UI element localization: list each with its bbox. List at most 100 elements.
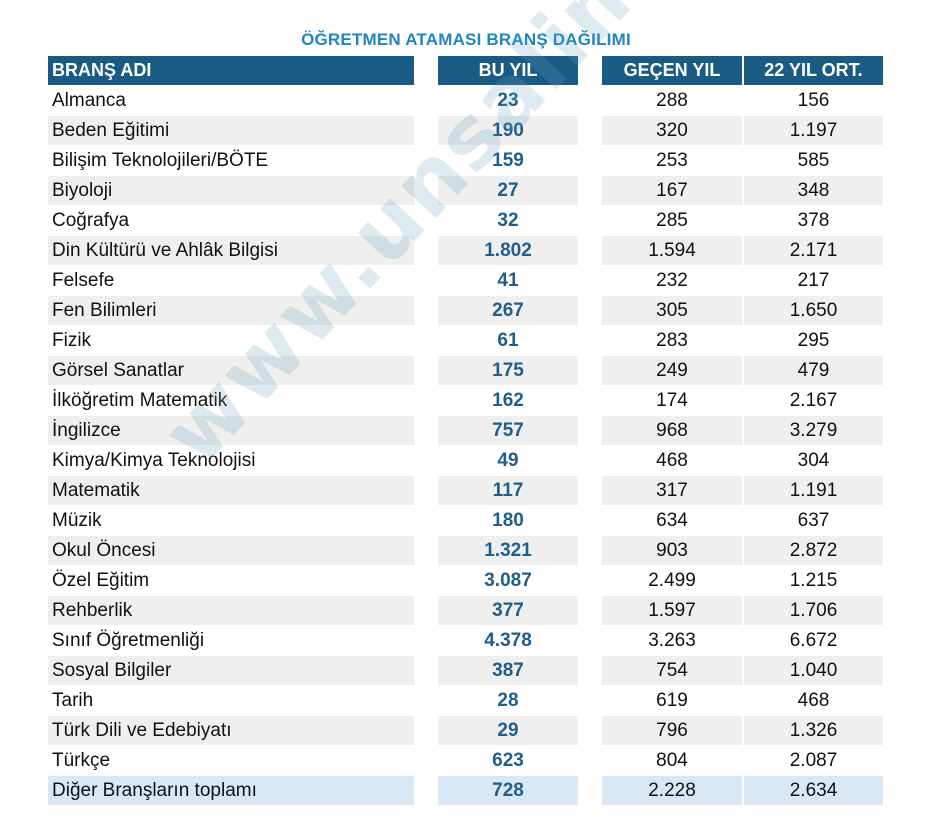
branch-name: Türkçe — [48, 746, 414, 775]
ortalama-value: 304 — [744, 446, 883, 475]
table-row: Matematik 117 317 1.191 — [48, 476, 883, 505]
bu-yil-value: 23 — [438, 86, 578, 115]
ortalama-value: 378 — [744, 206, 883, 235]
gecen-yil-value: 167 — [602, 176, 742, 205]
branch-name: Tarih — [48, 686, 414, 715]
branch-name: Beden Eğitimi — [48, 116, 414, 145]
branch-name: Rehberlik — [48, 596, 414, 625]
branch-name: Felsefe — [48, 266, 414, 295]
gecen-yil-value: 249 — [602, 356, 742, 385]
ortalama-value: 468 — [744, 686, 883, 715]
ortalama-value: 6.672 — [744, 626, 883, 655]
table-row: Sınıf Öğretmenliği 4.378 3.263 6.672 — [48, 626, 883, 655]
branch-name: Görsel Sanatlar — [48, 356, 414, 385]
gecen-yil-value: 2.499 — [602, 566, 742, 595]
table-row: Müzik 180 634 637 — [48, 506, 883, 535]
bu-yil-value: 4.378 — [438, 626, 578, 655]
ortalama-value: 2.167 — [744, 386, 883, 415]
branch-name: İngilizce — [48, 416, 414, 445]
branch-name: Almanca — [48, 86, 414, 115]
table-row: Özel Eğitim 3.087 2.499 1.215 — [48, 566, 883, 595]
table-row: İlköğretim Matematik 162 174 2.167 — [48, 386, 883, 415]
ortalama-value: 2.872 — [744, 536, 883, 565]
gecen-yil-value: 320 — [602, 116, 742, 145]
ortalama-value: 2.087 — [744, 746, 883, 775]
header-gecen-yil: GEÇEN YIL — [602, 56, 742, 85]
bu-yil-value: 162 — [438, 386, 578, 415]
bu-yil-value: 180 — [438, 506, 578, 535]
page-title: ÖĞRETMEN ATAMASI BRANŞ DAĞILIMI — [301, 30, 631, 49]
bu-yil-value: 623 — [438, 746, 578, 775]
bu-yil-value: 757 — [438, 416, 578, 445]
gecen-yil-value: 468 — [602, 446, 742, 475]
gecen-yil-value: 1.597 — [602, 596, 742, 625]
ortalama-value: 1.706 — [744, 596, 883, 625]
table-row: Türk Dili ve Edebiyatı 29 796 1.326 — [48, 716, 883, 745]
gecen-yil-value: 283 — [602, 326, 742, 355]
gecen-yil-value: 619 — [602, 686, 742, 715]
gecen-yil-value: 634 — [602, 506, 742, 535]
ortalama-value: 3.279 — [744, 416, 883, 445]
branch-name: Özel Eğitim — [48, 566, 414, 595]
bu-yil-value: 27 — [438, 176, 578, 205]
ortalama-value: 1.197 — [744, 116, 883, 145]
table-row: Bilişim Teknolojileri/BÖTE 159 253 585 — [48, 146, 883, 175]
table-row: Fen Bilimleri 267 305 1.650 — [48, 296, 883, 325]
bu-yil-value: 387 — [438, 656, 578, 685]
branch-name: Diğer Branşların toplamı — [48, 776, 414, 805]
header-brans-adi: BRANŞ ADI — [48, 56, 414, 85]
ortalama-value: 1.326 — [744, 716, 883, 745]
table-row: Görsel Sanatlar 175 249 479 — [48, 356, 883, 385]
bu-yil-value: 377 — [438, 596, 578, 625]
table-row: Diğer Branşların toplamı 728 2.228 2.634 — [48, 776, 883, 805]
table-row: Kimya/Kimya Teknolojisi 49 468 304 — [48, 446, 883, 475]
table-row: Rehberlik 377 1.597 1.706 — [48, 596, 883, 625]
branch-name: Müzik — [48, 506, 414, 535]
ortalama-value: 2.171 — [744, 236, 883, 265]
branch-name: Türk Dili ve Edebiyatı — [48, 716, 414, 745]
bu-yil-value: 117 — [438, 476, 578, 505]
branch-name: Bilişim Teknolojileri/BÖTE — [48, 146, 414, 175]
bu-yil-value: 159 — [438, 146, 578, 175]
table-header-row: BRANŞ ADI BU YIL GEÇEN YIL 22 YIL ORT. — [48, 56, 883, 85]
gecen-yil-value: 253 — [602, 146, 742, 175]
gecen-yil-value: 317 — [602, 476, 742, 505]
table-row: Fizik 61 283 295 — [48, 326, 883, 355]
branch-name: Fizik — [48, 326, 414, 355]
branch-name: Biyoloji — [48, 176, 414, 205]
gecen-yil-value: 288 — [602, 86, 742, 115]
table-row: Beden Eğitimi 190 320 1.197 — [48, 116, 883, 145]
ortalama-value: 217 — [744, 266, 883, 295]
gecen-yil-value: 1.594 — [602, 236, 742, 265]
bu-yil-value: 3.087 — [438, 566, 578, 595]
branch-name: Coğrafya — [48, 206, 414, 235]
ortalama-value: 295 — [744, 326, 883, 355]
table-row: Sosyal Bilgiler 387 754 1.040 — [48, 656, 883, 685]
branch-name: Sınıf Öğretmenliği — [48, 626, 414, 655]
gecen-yil-value: 804 — [602, 746, 742, 775]
gecen-yil-value: 174 — [602, 386, 742, 415]
bu-yil-value: 267 — [438, 296, 578, 325]
branch-name: Matematik — [48, 476, 414, 505]
ortalama-value: 2.634 — [744, 776, 883, 805]
branch-name: İlköğretim Matematik — [48, 386, 414, 415]
gecen-yil-value: 232 — [602, 266, 742, 295]
header-22-yil-ort: 22 YIL ORT. — [744, 56, 883, 85]
ortalama-value: 1.040 — [744, 656, 883, 685]
ortalama-value: 1.191 — [744, 476, 883, 505]
header-bu-yil: BU YIL — [438, 56, 578, 85]
bu-yil-value: 41 — [438, 266, 578, 295]
bu-yil-value: 175 — [438, 356, 578, 385]
table-row: İngilizce 757 968 3.279 — [48, 416, 883, 445]
ortalama-value: 585 — [744, 146, 883, 175]
branch-name: Kimya/Kimya Teknolojisi — [48, 446, 414, 475]
table-row: Türkçe 623 804 2.087 — [48, 746, 883, 775]
table-row: Coğrafya 32 285 378 — [48, 206, 883, 235]
gecen-yil-value: 3.263 — [602, 626, 742, 655]
bu-yil-value: 1.321 — [438, 536, 578, 565]
bu-yil-value: 190 — [438, 116, 578, 145]
bu-yil-value: 1.802 — [438, 236, 578, 265]
gecen-yil-value: 305 — [602, 296, 742, 325]
gecen-yil-value: 796 — [602, 716, 742, 745]
branch-name: Sosyal Bilgiler — [48, 656, 414, 685]
